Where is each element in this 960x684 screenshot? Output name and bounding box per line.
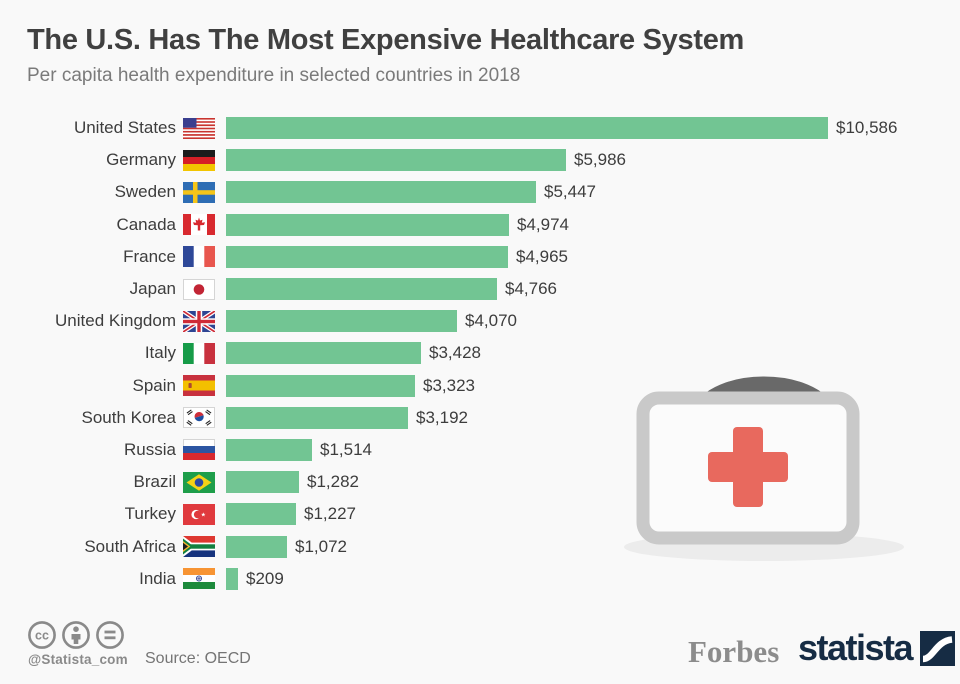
flag-jp-icon: [183, 278, 215, 300]
attribution-person-glyph: [71, 626, 81, 644]
country-label: Spain: [132, 375, 176, 395]
value-label: $4,974: [517, 214, 569, 234]
country-label: Italy: [144, 343, 176, 363]
bar: [226, 310, 457, 333]
value-label: $1,282: [307, 472, 359, 492]
flag-it-icon: [183, 342, 215, 364]
cc-glyph: cc: [35, 629, 49, 643]
value-label: $209: [246, 568, 284, 588]
country-label: India: [139, 568, 176, 588]
bar: [226, 374, 415, 397]
chart-row: Spain $3,323: [0, 370, 960, 402]
chart-row: Canada $4,974: [0, 209, 960, 241]
country-label: United Kingdom: [55, 311, 176, 331]
attribution-icon: [62, 621, 90, 649]
country-label: France: [123, 246, 176, 266]
bar: [226, 181, 536, 204]
chart-row: Japan $4,766: [0, 273, 960, 305]
value-label: $10,586: [836, 118, 898, 138]
creative-commons-icon: [28, 621, 56, 649]
country-label: Canada: [116, 214, 176, 234]
flag-tr-icon: [183, 503, 215, 525]
bar: [226, 149, 566, 172]
bar: [226, 213, 509, 236]
bar: [226, 567, 238, 590]
chart-row: India $209: [0, 563, 960, 595]
forbes-logo: Forbes: [688, 634, 780, 669]
bar: [226, 278, 497, 301]
first-aid-kit-illustration: [624, 376, 904, 561]
country-label: United States: [73, 118, 176, 138]
value-label: $1,227: [304, 504, 356, 524]
value-label: $1,514: [320, 439, 372, 459]
value-label: $4,965: [516, 246, 568, 266]
country-label: Japan: [129, 279, 176, 299]
statista-wordmark: statista: [798, 627, 914, 668]
value-label: $3,323: [423, 375, 475, 395]
country-label: Turkey: [124, 504, 176, 524]
no-derivatives-icon: [96, 621, 124, 649]
red-cross-icon: [708, 427, 788, 507]
value-label: $5,986: [574, 150, 626, 170]
bar: [226, 406, 408, 429]
country-label: Sweden: [114, 182, 176, 202]
chart-row: United Kingdom $4,070: [0, 305, 960, 337]
chart-row: Italy $3,428: [0, 337, 960, 369]
chart-row: Brazil $1,282: [0, 466, 960, 498]
bar-chart: United States $10,586 Germany $5,986 Swe…: [0, 112, 960, 595]
chart-row: Sweden $5,447: [0, 176, 960, 208]
value-label: $3,428: [429, 343, 481, 363]
statista-logo-mark: [920, 630, 956, 666]
value-label: $3,192: [416, 407, 468, 427]
page-title: The U.S. Has The Most Expensive Healthca…: [27, 24, 745, 56]
statista-logo: statista: [798, 627, 956, 668]
value-label: $4,070: [465, 311, 517, 331]
country-label: Russia: [124, 439, 176, 459]
equals-glyph: [104, 630, 116, 640]
chart-row: France $4,965: [0, 241, 960, 273]
bar: [226, 471, 299, 494]
bar: [226, 117, 828, 140]
country-label: South Korea: [81, 407, 176, 427]
header: The U.S. Has The Most Expensive Healthca…: [27, 24, 937, 87]
flag-ru-icon: [183, 439, 215, 461]
value-label: $4,766: [505, 279, 557, 299]
country-label: South Africa: [84, 536, 176, 556]
bar: [226, 535, 287, 558]
value-label: $5,447: [544, 182, 596, 202]
bar: [226, 342, 421, 365]
country-label: Brazil: [133, 472, 176, 492]
chart-row: South Africa $1,072: [0, 530, 960, 562]
bar: [226, 503, 296, 526]
bar: [226, 245, 508, 268]
license-icons: cc: [28, 621, 124, 649]
flag-br-icon: [183, 471, 215, 493]
page-subtitle: Per capita health expenditure in selecte…: [27, 65, 521, 86]
flag-za-icon: [183, 536, 215, 558]
chart-row: Turkey $1,227: [0, 498, 960, 530]
statista-handle: @Statista_com: [28, 652, 128, 667]
value-label: $1,072: [295, 536, 347, 556]
flag-in-icon: [183, 568, 215, 590]
flag-se-icon: [183, 181, 215, 203]
chart-row: United States $10,586: [0, 112, 960, 144]
chart-row: Russia $1,514: [0, 434, 960, 466]
source-text: Source: OECD: [145, 650, 251, 667]
flag-us-icon: [183, 117, 215, 139]
country-label: Germany: [106, 150, 176, 170]
flag-de-icon: [183, 149, 215, 171]
flag-ca-icon: [183, 214, 215, 236]
bar: [226, 438, 312, 461]
flag-fr-icon: [183, 246, 215, 268]
chart-row: Germany $5,986: [0, 144, 960, 176]
flag-kr-icon: [183, 407, 215, 429]
flag-es-icon: [183, 375, 215, 397]
chart-row: South Korea $3,192: [0, 402, 960, 434]
flag-gb-icon: [183, 310, 215, 332]
